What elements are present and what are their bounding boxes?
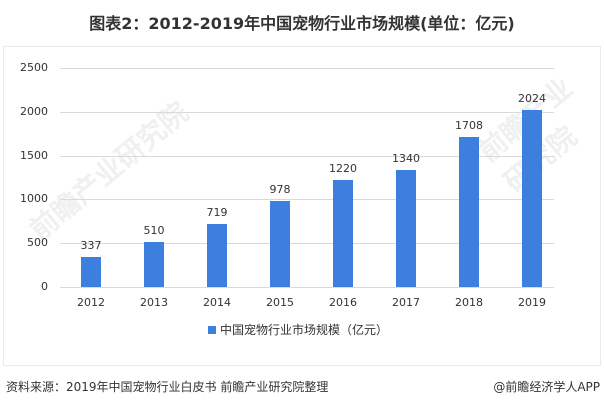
legend-swatch	[208, 325, 216, 334]
x-tick-label: 2012	[77, 296, 105, 309]
y-tick-label: 2500	[20, 61, 48, 74]
data-label: 510	[143, 224, 165, 238]
y-tick-label: 0	[41, 280, 48, 293]
y-tick-label: 500	[27, 236, 48, 250]
gridline	[60, 155, 554, 157]
legend: 中国宠物行业市场规模（亿元）	[208, 321, 388, 338]
data-label: 719	[206, 206, 228, 219]
legend-label: 中国宠物行业市场规模（亿元）	[220, 323, 389, 337]
x-tick-label: 2013	[140, 296, 168, 309]
bar	[459, 137, 479, 287]
x-tick-label: 2016	[329, 296, 357, 309]
source-text: 资料来源：2019年中国宠物行业白皮书 前瞻产业研究院整理	[6, 380, 329, 394]
y-tick-label: 1000	[20, 192, 48, 206]
data-label: 1220	[329, 162, 357, 176]
data-label: 1340	[392, 151, 420, 165]
bar	[522, 109, 542, 287]
data-label: 1708	[455, 119, 483, 133]
chart-title: 图表2：2012-2019年中国宠物行业市场规模(单位：亿元)	[89, 14, 515, 33]
bar	[207, 224, 227, 287]
bar	[270, 201, 290, 287]
x-tick-label: 2014	[203, 296, 231, 309]
data-label: 337	[80, 239, 102, 253]
data-label: 978	[269, 183, 291, 197]
bar	[333, 180, 353, 287]
y-tick-label: 2000	[20, 104, 48, 118]
y-tick-label: 1500	[20, 148, 48, 162]
bar	[81, 257, 101, 287]
gridline	[60, 243, 554, 245]
bar	[396, 169, 416, 287]
x-tick-label: 2017	[392, 296, 420, 309]
chart-panel	[3, 46, 601, 366]
x-tick-label: 2019	[518, 296, 546, 309]
x-tick-label: 2015	[266, 296, 294, 309]
brand-text: @前瞻经济学人APP	[493, 380, 600, 394]
bar	[144, 242, 164, 287]
x-tick-label: 2018	[455, 296, 483, 309]
gridline	[60, 68, 554, 69]
gridline	[60, 111, 554, 113]
gridline	[60, 199, 554, 201]
gridline	[60, 287, 554, 288]
data-label: 2024	[518, 91, 546, 105]
